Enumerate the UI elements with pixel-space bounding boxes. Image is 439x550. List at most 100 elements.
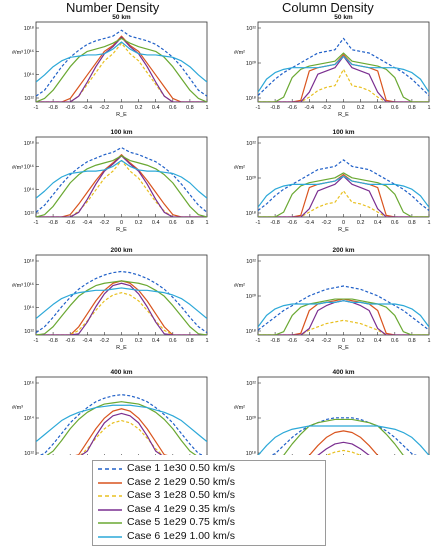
legend-item-case-3: Case 3 1e28 0.50 km/s xyxy=(97,489,323,502)
panel-title-number-100km: 100 km xyxy=(110,129,132,136)
x-tick-label-column-100km-7: 0.4 xyxy=(374,220,382,226)
x-axis-label-column-50km: R_E xyxy=(338,112,349,118)
legend-swatch-case-6 xyxy=(98,535,122,538)
x-tick-label-number-100km-0: -1 xyxy=(34,220,39,226)
y-tick-label-number-50km-3: 10¹² xyxy=(24,96,34,102)
series-line-number-400km-case-1 xyxy=(39,394,204,455)
x-tick-label-number-100km-8: 0.6 xyxy=(169,220,177,226)
y-tick-label-number-100km-3: 10¹² xyxy=(24,211,34,217)
x-tick-label-column-100km-0: -1 xyxy=(256,220,261,226)
x-tick-label-number-100km-5: 0 xyxy=(120,220,123,226)
panel-title-column-200km: 200 km xyxy=(332,247,354,254)
x-tick-label-number-50km-8: 0.6 xyxy=(169,105,177,111)
series-line-column-400km-case-1 xyxy=(270,417,417,455)
legend-item-case-2: Case 2 1e29 0.50 km/s xyxy=(97,475,323,489)
y-tick-label-number-400km-1: 10¹⁴ xyxy=(24,415,35,422)
x-tick-label-number-50km-4: -0.2 xyxy=(100,105,109,111)
series-line-number-50km-case-5 xyxy=(36,37,207,102)
x-tick-label-number-200km-9: 0.8 xyxy=(186,338,194,344)
x-tick-label-column-50km-8: 0.6 xyxy=(391,105,399,111)
legend-label-case-4: Case 4 1e29 0.35 km/s xyxy=(127,502,235,515)
legend-label-case-2: Case 2 1e29 0.50 km/s xyxy=(127,475,235,488)
x-tick-label-column-50km-2: -0.6 xyxy=(287,105,296,111)
series-line-column-100km-case-5 xyxy=(258,172,429,217)
y-tick-label-number-50km-1: 10¹⁶ xyxy=(24,48,34,55)
series-line-column-400km-case-5 xyxy=(282,418,405,455)
y-tick-label-column-50km-0: 10²² xyxy=(246,26,256,32)
y-tick-label-column-100km-2: 10¹⁸ xyxy=(246,210,256,217)
x-tick-label-number-200km-6: 0.2 xyxy=(135,338,143,344)
y-tick-label-number-100km-0: 10¹⁸ xyxy=(24,140,34,147)
x-tick-label-number-50km-9: 0.8 xyxy=(186,105,194,111)
panel-frame-number-50km xyxy=(35,21,208,103)
x-tick-label-number-50km-0: -1 xyxy=(34,105,39,111)
x-tick-label-number-200km-5: 0 xyxy=(120,338,123,344)
x-tick-label-column-200km-6: 0.2 xyxy=(357,338,365,344)
x-tick-label-number-200km-4: -0.2 xyxy=(100,338,109,344)
y-tick-label-number-100km-1: 10¹⁶ xyxy=(24,163,34,170)
x-tick-label-column-50km-9: 0.8 xyxy=(408,105,416,111)
y-tick-label-column-400km-2: 10¹⁸ xyxy=(246,450,256,455)
x-tick-label-column-50km-10: 1 xyxy=(427,105,430,111)
number-density-column-title: Number Density xyxy=(66,0,160,15)
legend-swatch-case-1 xyxy=(98,468,122,470)
panel-title-number-200km: 200 km xyxy=(110,247,132,254)
x-tick-label-column-200km-2: -0.6 xyxy=(287,338,296,344)
y-tick-label-number-200km-0: 10¹⁸ xyxy=(24,258,34,265)
series-line-number-100km-case-2 xyxy=(36,154,207,217)
x-tick-label-column-50km-1: -0.8 xyxy=(270,105,279,111)
legend-label-case-1: Case 1 1e30 0.50 km/s xyxy=(127,462,235,474)
series-line-column-50km-case-1 xyxy=(258,37,429,96)
x-tick-label-column-200km-5: 0 xyxy=(342,338,345,344)
y-tick-label-number-200km-1: 10¹⁶ xyxy=(24,281,34,288)
series-line-number-50km-case-6 xyxy=(36,41,207,83)
x-tick-label-column-100km-1: -0.8 xyxy=(270,220,279,226)
x-tick-label-column-100km-6: 0.2 xyxy=(357,220,365,226)
series-line-number-400km-case-3 xyxy=(79,419,164,455)
panel-title-column-100km: 100 km xyxy=(332,129,354,136)
panel-frame-number-100km xyxy=(35,136,208,218)
y-tick-label-column-100km-1: 10²⁰ xyxy=(246,175,257,182)
x-tick-label-number-200km-3: -0.4 xyxy=(83,338,92,344)
series-line-column-100km-case-1 xyxy=(258,159,429,211)
x-tick-label-column-100km-5: 0 xyxy=(342,220,345,226)
y-axis-label-column-50km: #/m² xyxy=(234,50,245,56)
x-tick-label-column-50km-0: -1 xyxy=(256,105,261,111)
x-tick-label-number-100km-2: -0.6 xyxy=(65,220,74,226)
legend-swatch-case-3 xyxy=(98,495,122,497)
y-tick-label-column-200km-2: 10¹⁸ xyxy=(246,328,256,335)
x-axis-label-number-50km: R_E xyxy=(116,112,127,118)
x-tick-label-number-200km-2: -0.6 xyxy=(65,338,74,344)
y-tick-label-column-50km-1: 10²⁰ xyxy=(246,60,257,67)
x-tick-label-number-100km-6: 0.2 xyxy=(135,220,143,226)
y-axis-label-number-400km: #/m³ xyxy=(12,405,23,411)
x-tick-label-number-200km-7: 0.4 xyxy=(152,338,160,344)
y-tick-label-number-50km-2: 10¹⁴ xyxy=(24,72,35,79)
y-tick-label-number-400km-2: 10¹² xyxy=(24,451,34,455)
x-tick-label-column-100km-3: -0.4 xyxy=(305,220,314,226)
y-tick-label-column-200km-0: 10²² xyxy=(246,259,256,265)
legend-item-case-6: Case 6 1e29 1.00 km/s xyxy=(97,530,323,543)
series-line-column-400km-case-4 xyxy=(316,441,371,455)
x-axis-label-number-200km: R_E xyxy=(116,345,127,351)
column-density-column-title: Column Density xyxy=(282,0,374,15)
y-tick-label-number-50km-0: 10¹⁸ xyxy=(24,25,34,32)
series-line-column-200km-case-1 xyxy=(258,285,429,331)
series-line-number-400km-case-6 xyxy=(36,404,207,443)
y-tick-label-column-400km-1: 10²⁰ xyxy=(246,415,257,422)
y-axis-label-column-400km: #/m² xyxy=(234,405,245,411)
series-line-column-200km-case-5 xyxy=(258,298,429,335)
series-line-number-50km-case-2 xyxy=(36,35,207,102)
series-line-column-400km-case-6 xyxy=(258,425,429,455)
x-tick-label-column-200km-9: 0.8 xyxy=(408,338,416,344)
x-tick-label-number-50km-1: -0.8 xyxy=(48,105,57,111)
x-tick-label-number-50km-6: 0.2 xyxy=(135,105,143,111)
x-tick-label-column-50km-6: 0.2 xyxy=(357,105,365,111)
series-line-number-400km-case-2 xyxy=(75,408,168,455)
y-tick-label-column-100km-0: 10²² xyxy=(246,141,256,147)
series-line-number-100km-case-5 xyxy=(36,155,207,217)
legend-label-case-3: Case 3 1e28 0.50 km/s xyxy=(127,489,235,501)
y-tick-label-number-100km-2: 10¹⁴ xyxy=(24,187,35,194)
x-tick-label-number-200km-0: -1 xyxy=(34,338,39,344)
